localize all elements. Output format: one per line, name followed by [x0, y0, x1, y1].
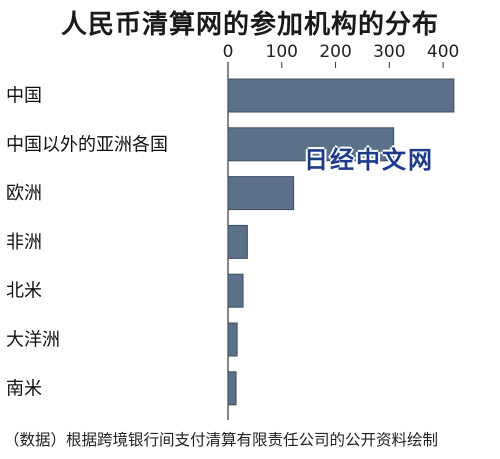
- bar: [227, 224, 248, 259]
- category-label: 非洲: [6, 232, 42, 253]
- category-label: 中国以外的亚洲各国: [6, 134, 168, 155]
- x-tick-label: 200: [319, 42, 351, 62]
- bar: [227, 371, 237, 406]
- category-label: 南米: [6, 378, 42, 399]
- x-axis-ticks: 0 100 200 300 400: [223, 42, 459, 68]
- category-label: 大洋洲: [6, 330, 60, 351]
- x-tick-label: 100: [266, 42, 298, 62]
- bar: [227, 78, 455, 113]
- bar: [227, 273, 244, 308]
- watermark: 日经中文网: [304, 146, 434, 174]
- x-tick-label: 0: [223, 42, 234, 62]
- chart-title: 人民币清算网的参加机构的分布: [60, 10, 439, 40]
- x-tick-label: 400: [427, 42, 459, 62]
- category-label: 中国: [6, 86, 42, 107]
- category-label: 北米: [6, 281, 42, 302]
- source-note: （数据）根据跨境银行间支付清算有限责任公司的公开资料绘制: [4, 431, 439, 449]
- bar: [227, 127, 395, 162]
- bars: [227, 78, 455, 406]
- bar: [227, 176, 295, 211]
- category-label: 欧洲: [6, 183, 42, 204]
- bar: [227, 322, 238, 357]
- x-tick-label: 300: [373, 42, 405, 62]
